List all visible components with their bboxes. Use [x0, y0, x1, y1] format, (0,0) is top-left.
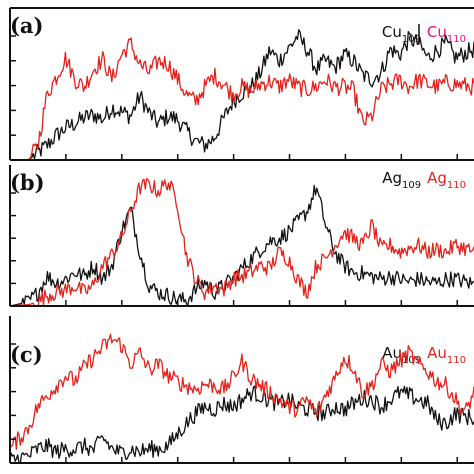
series-line-Ag109 [9, 184, 474, 307]
legend-element: Cu [382, 23, 402, 41]
panel-b: (b) Ag109 Ag110 [9, 165, 474, 307]
legend-subscript: 110 [447, 355, 466, 366]
legend-subscript: 109 [402, 355, 421, 366]
legend-subscript: 110 [447, 180, 466, 191]
legend: Au109 Au110 [382, 344, 466, 366]
legend-element: Au [427, 344, 447, 362]
series-line-Ag110 [9, 177, 474, 307]
legend-subscript: 110 [447, 34, 466, 45]
panel-c: (c) Au109 Au110 [9, 316, 474, 464]
series-line-Au109 [9, 385, 474, 464]
series-line-Cu110 [10, 37, 474, 161]
panel-label: (c) [10, 342, 43, 367]
series-line-Cu109 [10, 29, 474, 161]
legend: Cu109 Cu110 [382, 23, 466, 45]
panel-a: (a) Cu109 Cu110 [9, 7, 474, 161]
legend-element: Au [382, 344, 402, 362]
legend-subscript: 109 [402, 180, 421, 191]
panel-label: (a) [10, 13, 43, 38]
legend: Ag109 Ag110 [382, 169, 466, 191]
series-line-Au110 [9, 333, 474, 450]
legend-element: Cu [427, 23, 447, 41]
panel-label: (b) [10, 170, 45, 195]
legend-element: Ag [382, 169, 402, 187]
legend-element: Ag [427, 169, 447, 187]
